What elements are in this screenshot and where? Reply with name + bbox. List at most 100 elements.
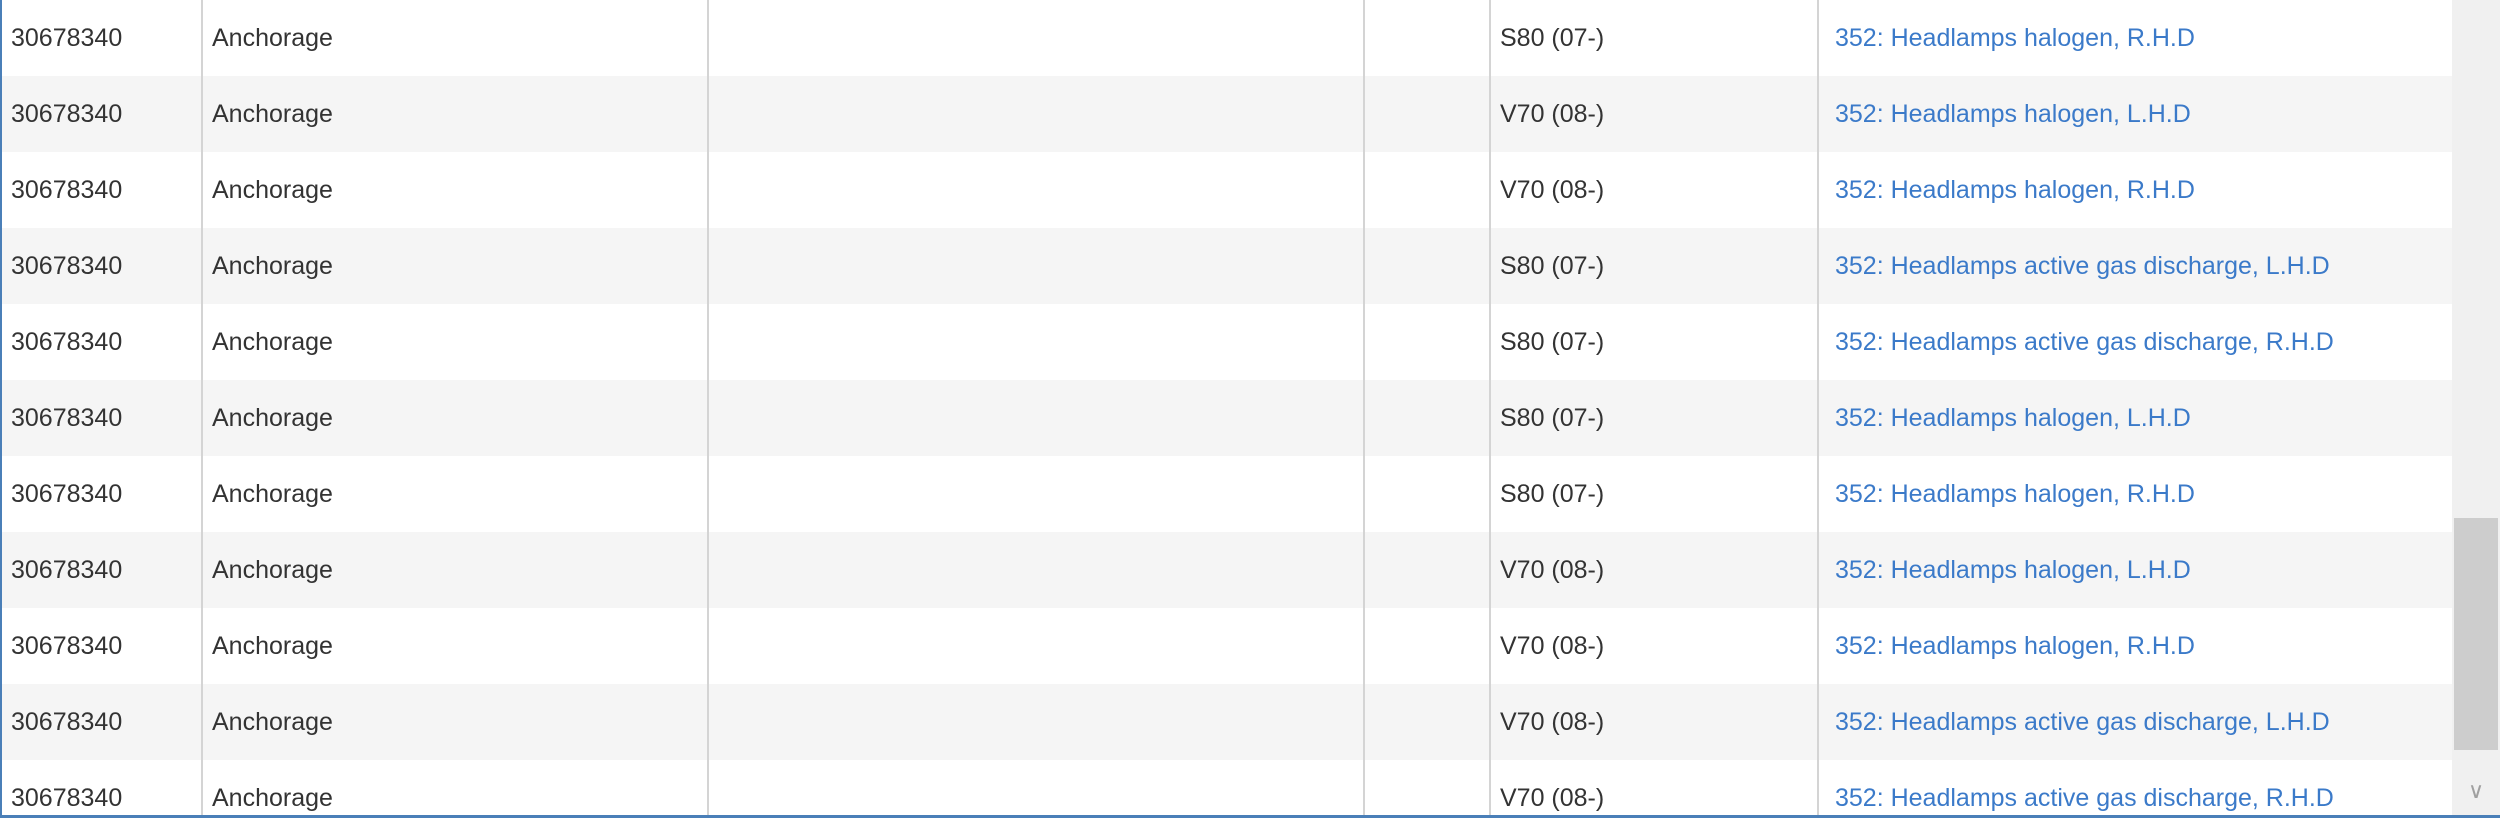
reference-link[interactable]: 352: Headlamps active gas discharge, R.H… — [1835, 783, 2334, 812]
table-row[interactable]: 30678340 Anchorage S80 (07-) 352: Headlamps… — [2, 380, 2452, 456]
empty-cell — [709, 152, 1365, 228]
empty-cell — [1365, 228, 1491, 304]
model-cell-text: S80 (07-) — [1500, 327, 1605, 356]
part-number-cell: 30678340 — [2, 152, 203, 228]
table-row[interactable]: 30678340 Anchorage V70 (08-) 352: Headlamps… — [2, 684, 2452, 760]
table-row[interactable]: 30678340 Anchorage V70 (08-) 352: Headlamps… — [2, 608, 2452, 684]
part-number-cell: 30678340 — [2, 760, 203, 815]
part-number-cell: 30678340 — [2, 608, 203, 684]
name-cell: Anchorage — [203, 228, 709, 304]
reference-link[interactable]: 352: Headlamps halogen, L.H.D — [1835, 403, 2191, 432]
name-cell: Anchorage — [203, 760, 709, 815]
model-cell-text: V70 (08-) — [1500, 707, 1605, 736]
empty-cell — [709, 760, 1365, 815]
table-row[interactable]: 30678340 Anchorage S80 (07-) 352: Headlamps… — [2, 456, 2452, 532]
table-row[interactable]: 30678340 Anchorage V70 (08-) 352: Headlamps… — [2, 760, 2452, 815]
part-number-cell-text: 30678340 — [11, 783, 123, 812]
model-cell: S80 (07-) — [1491, 0, 1819, 76]
name-cell: Anchorage — [203, 152, 709, 228]
reference-cell: 352: Headlamps halogen, R.H.D — [1819, 152, 2450, 228]
empty-cell — [1365, 0, 1491, 76]
model-cell: V70 (08-) — [1491, 608, 1819, 684]
part-number-cell-text: 30678340 — [11, 479, 123, 508]
part-number-cell-text: 30678340 — [11, 555, 123, 584]
name-cell-text: Anchorage — [212, 783, 333, 812]
reference-link[interactable]: 352: Headlamps halogen, R.H.D — [1835, 175, 2195, 204]
reference-link[interactable]: 352: Headlamps active gas discharge, L.H… — [1835, 251, 2330, 280]
empty-cell — [709, 456, 1365, 532]
model-cell-text: V70 (08-) — [1500, 175, 1605, 204]
scrollbar-thumb[interactable] — [2454, 518, 2498, 750]
model-cell-text: V70 (08-) — [1500, 99, 1605, 128]
reference-cell: 352: Headlamps active gas discharge, R.H… — [1819, 304, 2450, 380]
model-cell: S80 (07-) — [1491, 228, 1819, 304]
name-cell: Anchorage — [203, 532, 709, 608]
table-row[interactable]: 30678340 Anchorage V70 (08-) 352: Headlamps… — [2, 532, 2452, 608]
model-cell-text: S80 (07-) — [1500, 251, 1605, 280]
name-cell-text: Anchorage — [212, 479, 333, 508]
model-cell: V70 (08-) — [1491, 760, 1819, 815]
vertical-scrollbar[interactable]: ∨ — [2452, 0, 2500, 815]
name-cell-text: Anchorage — [212, 175, 333, 204]
model-cell: V70 (08-) — [1491, 532, 1819, 608]
name-cell-text: Anchorage — [212, 99, 333, 128]
reference-cell: 352: Headlamps active gas discharge, R.H… — [1819, 760, 2450, 815]
reference-link[interactable]: 352: Headlamps active gas discharge, L.H… — [1835, 707, 2330, 736]
empty-cell — [709, 0, 1365, 76]
part-number-cell-text: 30678340 — [11, 631, 123, 660]
model-cell: V70 (08-) — [1491, 684, 1819, 760]
chevron-down-icon[interactable]: ∨ — [2467, 778, 2485, 803]
empty-cell — [709, 76, 1365, 152]
name-cell: Anchorage — [203, 684, 709, 760]
reference-link[interactable]: 352: Headlamps halogen, L.H.D — [1835, 555, 2191, 584]
model-cell-text: S80 (07-) — [1500, 479, 1605, 508]
model-cell: V70 (08-) — [1491, 152, 1819, 228]
empty-cell — [709, 684, 1365, 760]
table-row[interactable]: 30678340 Anchorage S80 (07-) 352: Headlamps… — [2, 228, 2452, 304]
part-number-cell-text: 30678340 — [11, 23, 123, 52]
reference-link[interactable]: 352: Headlamps halogen, R.H.D — [1835, 479, 2195, 508]
empty-cell — [1365, 76, 1491, 152]
model-cell: S80 (07-) — [1491, 380, 1819, 456]
empty-cell — [1365, 456, 1491, 532]
part-number-cell: 30678340 — [2, 304, 203, 380]
part-number-cell: 30678340 — [2, 76, 203, 152]
part-number-cell: 30678340 — [2, 0, 203, 76]
name-cell-text: Anchorage — [212, 251, 333, 280]
model-cell-text: V70 (08-) — [1500, 783, 1605, 812]
part-number-cell-text: 30678340 — [11, 251, 123, 280]
table-row[interactable]: 30678340 Anchorage V70 (08-) 352: Headlamps… — [2, 152, 2452, 228]
part-number-cell-text: 30678340 — [11, 175, 123, 204]
reference-cell: 352: Headlamps halogen, L.H.D — [1819, 380, 2450, 456]
name-cell: Anchorage — [203, 76, 709, 152]
name-cell: Anchorage — [203, 380, 709, 456]
empty-cell — [709, 380, 1365, 456]
reference-link[interactable]: 352: Headlamps halogen, R.H.D — [1835, 23, 2195, 52]
name-cell: Anchorage — [203, 608, 709, 684]
reference-cell: 352: Headlamps halogen, L.H.D — [1819, 76, 2450, 152]
part-number-cell-text: 30678340 — [11, 327, 123, 356]
part-number-cell: 30678340 — [2, 456, 203, 532]
model-cell-text: V70 (08-) — [1500, 555, 1605, 584]
reference-cell: 352: Headlamps halogen, R.H.D — [1819, 456, 2450, 532]
reference-link[interactable]: 352: Headlamps halogen, R.H.D — [1835, 631, 2195, 660]
empty-cell — [1365, 684, 1491, 760]
part-number-cell: 30678340 — [2, 380, 203, 456]
model-cell-text: S80 (07-) — [1500, 23, 1605, 52]
reference-link[interactable]: 352: Headlamps active gas discharge, R.H… — [1835, 327, 2334, 356]
reference-cell: 352: Headlamps halogen, R.H.D — [1819, 608, 2450, 684]
part-number-cell-text: 30678340 — [11, 403, 123, 432]
model-cell: S80 (07-) — [1491, 456, 1819, 532]
table-row[interactable]: 30678340 Anchorage S80 (07-) 352: Headlamps… — [2, 0, 2452, 76]
reference-link[interactable]: 352: Headlamps halogen, L.H.D — [1835, 99, 2191, 128]
empty-cell — [1365, 532, 1491, 608]
model-cell-text: V70 (08-) — [1500, 631, 1605, 660]
reference-cell: 352: Headlamps halogen, L.H.D — [1819, 532, 2450, 608]
table-row[interactable]: 30678340 Anchorage S80 (07-) 352: Headlamps… — [2, 304, 2452, 380]
reference-cell: 352: Headlamps halogen, R.H.D — [1819, 0, 2450, 76]
table-row[interactable]: 30678340 Anchorage V70 (08-) 352: Headlamps… — [2, 76, 2452, 152]
empty-cell — [1365, 760, 1491, 815]
empty-cell — [1365, 380, 1491, 456]
